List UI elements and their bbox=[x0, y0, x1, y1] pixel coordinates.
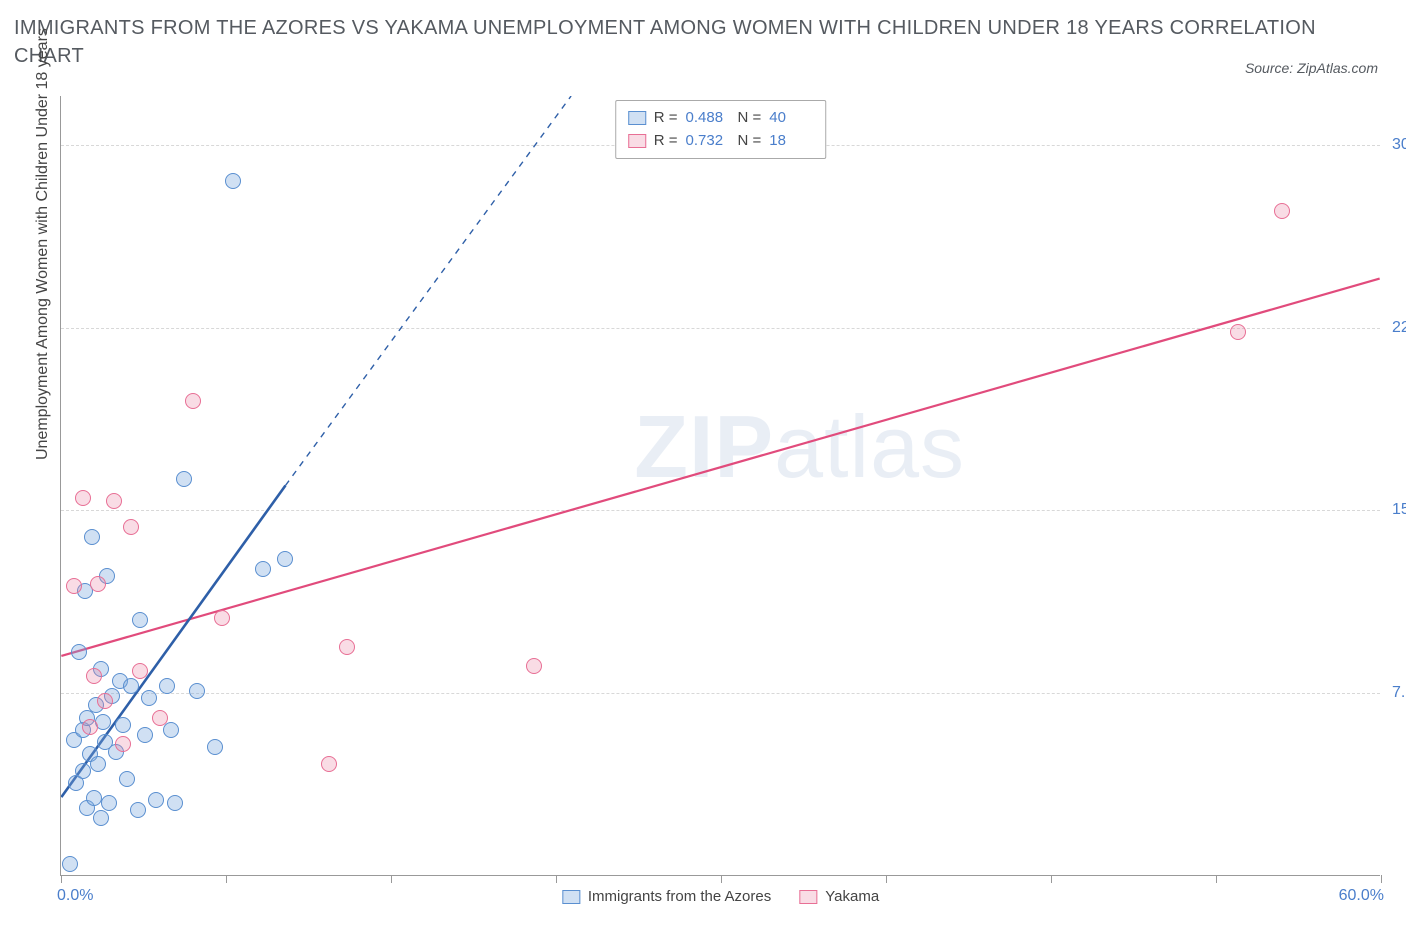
data-point-yakama bbox=[106, 493, 122, 509]
data-point-azores bbox=[141, 690, 157, 706]
data-point-azores bbox=[93, 810, 109, 826]
stats-legend: R = 0.488 N = 40 R = 0.732 N = 18 bbox=[615, 100, 827, 159]
data-point-azores bbox=[167, 795, 183, 811]
legend-label-yakama: Yakama bbox=[825, 888, 879, 905]
legend-label-azores: Immigrants from the Azores bbox=[588, 888, 771, 905]
y-tick-label: 30.0% bbox=[1382, 136, 1406, 154]
r-value-yakama: 0.732 bbox=[686, 130, 730, 153]
data-point-yakama bbox=[214, 610, 230, 626]
x-tick bbox=[226, 875, 227, 883]
x-tick bbox=[721, 875, 722, 883]
legend-item-azores: Immigrants from the Azores bbox=[562, 888, 771, 905]
data-point-yakama bbox=[321, 756, 337, 772]
data-point-azores bbox=[255, 561, 271, 577]
data-point-yakama bbox=[132, 663, 148, 679]
data-point-azores bbox=[90, 756, 106, 772]
watermark-bold: ZIP bbox=[634, 397, 774, 496]
stats-row-azores: R = 0.488 N = 40 bbox=[628, 107, 814, 130]
data-point-yakama bbox=[82, 719, 98, 735]
data-point-yakama bbox=[97, 693, 113, 709]
legend-item-yakama: Yakama bbox=[799, 888, 879, 905]
x-tick bbox=[556, 875, 557, 883]
x-tick bbox=[1381, 875, 1382, 883]
source-attribution: Source: ZipAtlas.com bbox=[1245, 60, 1378, 76]
data-point-yakama bbox=[1230, 324, 1246, 340]
data-point-yakama bbox=[526, 658, 542, 674]
data-point-yakama bbox=[66, 578, 82, 594]
data-point-azores bbox=[101, 795, 117, 811]
regression-lines bbox=[61, 96, 1380, 875]
n-label: N = bbox=[738, 107, 762, 130]
data-point-yakama bbox=[86, 668, 102, 684]
data-point-azores bbox=[84, 529, 100, 545]
x-tick bbox=[1216, 875, 1217, 883]
y-axis-title: Unemployment Among Women with Children U… bbox=[34, 28, 52, 460]
data-point-azores bbox=[86, 790, 102, 806]
y-tick-label: 15.0% bbox=[1382, 501, 1406, 519]
data-point-azores bbox=[62, 856, 78, 872]
data-point-yakama bbox=[185, 393, 201, 409]
plot-area: ZIPatlas 7.5%15.0%22.5%30.0% R = 0.488 N… bbox=[60, 96, 1380, 876]
data-point-azores bbox=[159, 678, 175, 694]
n-value-azores: 40 bbox=[769, 107, 813, 130]
swatch-yakama bbox=[628, 134, 646, 148]
x-axis-max-label: 60.0% bbox=[1339, 887, 1384, 905]
chart-title: IMMIGRANTS FROM THE AZORES VS YAKAMA UNE… bbox=[14, 14, 1366, 70]
data-point-azores bbox=[75, 763, 91, 779]
data-point-azores bbox=[115, 717, 131, 733]
n-value-yakama: 18 bbox=[769, 130, 813, 153]
stats-row-yakama: R = 0.732 N = 18 bbox=[628, 130, 814, 153]
gridline bbox=[61, 328, 1380, 329]
data-point-azores bbox=[137, 727, 153, 743]
data-point-yakama bbox=[75, 490, 91, 506]
watermark-rest: atlas bbox=[774, 397, 965, 496]
swatch-azores bbox=[628, 111, 646, 125]
data-point-yakama bbox=[123, 519, 139, 535]
y-tick-label: 22.5% bbox=[1382, 319, 1406, 337]
r-label: R = bbox=[654, 130, 678, 153]
data-point-azores bbox=[71, 644, 87, 660]
data-point-azores bbox=[132, 612, 148, 628]
r-value-azores: 0.488 bbox=[686, 107, 730, 130]
data-point-azores bbox=[189, 683, 205, 699]
r-label: R = bbox=[654, 107, 678, 130]
y-tick-label: 7.5% bbox=[1382, 684, 1406, 702]
data-point-azores bbox=[130, 802, 146, 818]
x-axis-min-label: 0.0% bbox=[57, 887, 93, 905]
data-point-azores bbox=[225, 173, 241, 189]
data-point-azores bbox=[123, 678, 139, 694]
x-tick bbox=[1051, 875, 1052, 883]
data-point-azores bbox=[148, 792, 164, 808]
data-point-yakama bbox=[339, 639, 355, 655]
data-point-azores bbox=[119, 771, 135, 787]
data-point-azores bbox=[277, 551, 293, 567]
series-legend: Immigrants from the Azores Yakama bbox=[562, 888, 879, 905]
data-point-yakama bbox=[1274, 203, 1290, 219]
x-tick bbox=[886, 875, 887, 883]
gridline bbox=[61, 693, 1380, 694]
x-tick bbox=[61, 875, 62, 883]
swatch-azores bbox=[562, 890, 580, 904]
n-label: N = bbox=[738, 130, 762, 153]
data-point-yakama bbox=[90, 576, 106, 592]
data-point-azores bbox=[176, 471, 192, 487]
data-point-azores bbox=[163, 722, 179, 738]
watermark: ZIPatlas bbox=[634, 396, 965, 498]
data-point-yakama bbox=[152, 710, 168, 726]
x-tick bbox=[391, 875, 392, 883]
data-point-yakama bbox=[115, 736, 131, 752]
swatch-yakama bbox=[799, 890, 817, 904]
gridline bbox=[61, 510, 1380, 511]
data-point-azores bbox=[207, 739, 223, 755]
